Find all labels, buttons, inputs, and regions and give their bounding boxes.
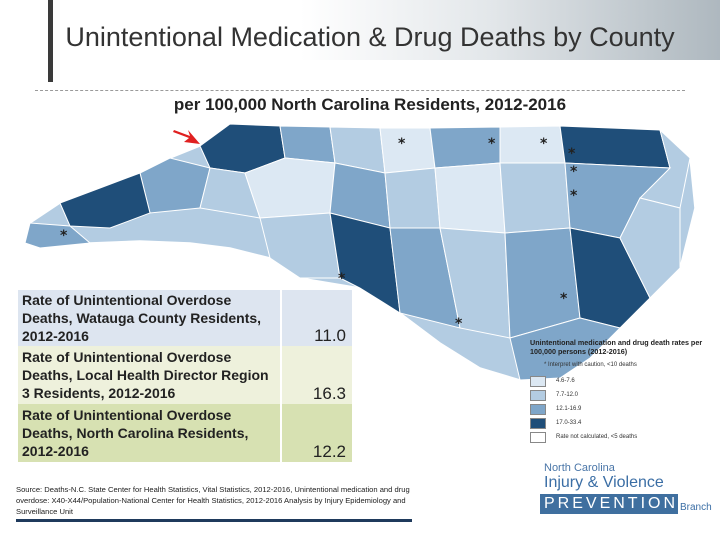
logo-line-3: PREVENTION — [544, 495, 679, 512]
watauga-pointer-arrow-icon — [173, 130, 200, 144]
table-row: Rate of Unintentional Overdose Deaths, L… — [18, 346, 352, 404]
caution-marker: * — [570, 188, 578, 204]
caution-marker: * — [560, 291, 568, 307]
table-row: Rate of Unintentional Overdose Deaths, N… — [18, 404, 352, 462]
caution-marker: * — [455, 316, 463, 332]
county-region-north-3 — [379, 127, 436, 174]
ivpb-logo: North Carolina Injury & Violence PREVENT… — [540, 462, 718, 518]
legend-label: 4.6-7.6 — [556, 378, 575, 384]
county-region-west-3 — [24, 222, 92, 249]
county-region-southeast — [569, 227, 651, 329]
caution-marker: * — [568, 146, 576, 162]
page-title: Unintentional Medication & Drug Deaths b… — [65, 22, 675, 52]
legend-note: * Interpret with caution, <10 deaths — [544, 362, 637, 368]
county-region-north-1 — [279, 125, 336, 164]
county-region-central-4 — [384, 167, 441, 229]
title-accent-bar — [48, 0, 53, 82]
county-region-central-5 — [434, 162, 506, 234]
legend-item: 12.1-16.9 — [530, 402, 710, 416]
stat-label: Rate of Unintentional Overdose Deaths, L… — [18, 346, 281, 404]
legend-item: Rate not calculated, <5 deaths — [530, 430, 710, 444]
caution-marker: * — [540, 136, 548, 152]
stat-value: 16.3 — [280, 346, 352, 404]
legend-title: Unintentional medication and drug death … — [530, 338, 703, 356]
legend-label: 7.7-12.0 — [556, 392, 579, 398]
overdose-rates-table: Rate of Unintentional Overdose Deaths, W… — [18, 290, 352, 462]
source-citation: Source: Deaths-N.C. State Center for Hea… — [16, 484, 412, 522]
legend-item: 7.7-12.0 — [530, 388, 710, 402]
title-divider — [35, 90, 685, 91]
nc-map-svg: * * * * * * * * * * — [24, 123, 696, 381]
table-row: Rate of Unintentional Overdose Deaths, W… — [18, 290, 352, 346]
county-region-south-1 — [259, 212, 341, 279]
legend-swatch — [530, 403, 546, 415]
logo-bar — [540, 494, 678, 514]
stat-value: 12.2 — [280, 404, 352, 462]
caution-marker: * — [488, 136, 496, 152]
stat-label: Rate of Unintentional Overdose Deaths, N… — [18, 404, 281, 462]
legend-swatch — [530, 375, 546, 387]
stat-value: 11.0 — [280, 290, 352, 346]
county-region-coast-e — [619, 197, 681, 299]
legend-label: Rate not calculated, <5 deaths — [556, 434, 638, 440]
header-gradient — [300, 0, 720, 60]
county-region-east-1 — [499, 162, 571, 234]
county-region-west-1 — [139, 157, 211, 214]
caution-marker: * — [398, 136, 406, 152]
legend-item: 4.6-7.6 — [530, 374, 710, 388]
county-region-ne-2 — [559, 125, 671, 169]
legend-item: 17.0-33.4 — [530, 416, 710, 430]
caution-marker: * — [570, 164, 578, 180]
county-region-south-2 — [329, 212, 401, 314]
legend-swatch — [530, 389, 546, 401]
caution-marker: * — [60, 228, 68, 244]
logo-line-4: Branch — [680, 502, 712, 513]
legend-swatch — [530, 417, 546, 429]
legend-swatch — [530, 431, 546, 443]
logo-line-1: North Carolina — [544, 462, 615, 474]
caution-marker: * — [338, 271, 346, 287]
stat-label: Rate of Unintentional Overdose Deaths, W… — [18, 290, 281, 346]
page-subtitle: per 100,000 North Carolina Residents, 20… — [173, 95, 567, 114]
logo-line-2: Injury & Violence — [544, 474, 664, 491]
county-region-coast-s — [509, 317, 621, 381]
legend-label: 12.1-16.9 — [556, 406, 582, 412]
county-map: * * * * * * * * * * — [0, 118, 720, 458]
map-legend: Unintentional medication and drug death … — [530, 338, 710, 444]
county-region-ne-1 — [499, 125, 566, 164]
legend-label: 17.0-33.4 — [556, 420, 582, 426]
